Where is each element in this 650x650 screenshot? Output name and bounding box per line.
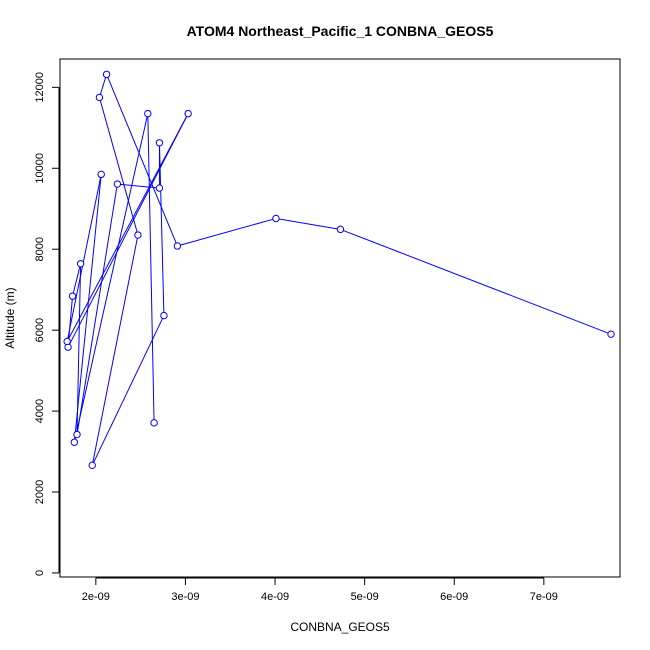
series-segment bbox=[99, 77, 107, 95]
series-segment bbox=[67, 177, 102, 339]
data-point bbox=[184, 109, 192, 118]
series-segment bbox=[72, 266, 81, 294]
data-point bbox=[63, 337, 71, 346]
data-point bbox=[97, 170, 105, 179]
series-segment bbox=[74, 116, 148, 440]
data-point bbox=[155, 139, 164, 147]
series-segment bbox=[69, 116, 188, 345]
x-tick-label: 6e-09 bbox=[440, 591, 468, 603]
x-tick-label: 3e-09 bbox=[171, 591, 199, 603]
plot-frame bbox=[59, 58, 621, 578]
chart-title: ATOM4 Northeast_Pacific_1 CONBNA_GEOS5 bbox=[187, 23, 494, 39]
data-point bbox=[73, 430, 81, 439]
y-tick-label: 0 bbox=[34, 570, 46, 576]
series-layer bbox=[63, 70, 615, 470]
data-point bbox=[160, 311, 168, 320]
data-point bbox=[70, 438, 79, 446]
y-tick-label: 12000 bbox=[34, 72, 46, 103]
x-tick-label: 2e-09 bbox=[82, 591, 110, 603]
series-segment bbox=[68, 116, 188, 339]
data-point bbox=[155, 184, 164, 192]
y-tick-label: 6000 bbox=[34, 318, 46, 342]
x-tick-label: 5e-09 bbox=[351, 591, 379, 603]
series-segment bbox=[279, 218, 338, 230]
series-segment bbox=[159, 145, 165, 313]
data-point bbox=[88, 461, 96, 470]
data-point bbox=[272, 214, 280, 223]
y-tick-label: 2000 bbox=[34, 480, 46, 504]
series-segment bbox=[343, 230, 609, 334]
data-point bbox=[95, 93, 104, 102]
data-point bbox=[134, 231, 142, 239]
series-segment bbox=[147, 116, 155, 420]
x-axis: 2e-09 3e-09 4e-09 5e-09 6e-09 7e-09 bbox=[82, 577, 558, 603]
data-point bbox=[113, 180, 122, 188]
x-axis-label: CONBNA_GEOS5 bbox=[290, 620, 390, 634]
y-tick-label: 4000 bbox=[34, 399, 46, 423]
series-segment bbox=[180, 218, 273, 246]
series-segment bbox=[99, 100, 138, 233]
x-tick-label: 7e-09 bbox=[530, 591, 558, 603]
data-point bbox=[102, 70, 111, 79]
series-segment bbox=[77, 187, 118, 432]
series-segment bbox=[67, 299, 73, 344]
y-tick-label: 10000 bbox=[34, 153, 46, 184]
data-point bbox=[607, 330, 615, 338]
data-point bbox=[76, 260, 85, 268]
series-segment bbox=[92, 238, 138, 463]
data-point bbox=[144, 109, 152, 118]
series-segment bbox=[74, 177, 102, 440]
y-axis-label: Altitude (m) bbox=[3, 287, 17, 348]
series-segment bbox=[107, 77, 177, 244]
series-segment bbox=[76, 266, 82, 432]
data-point bbox=[173, 242, 182, 250]
y-axis: 0 2000 4000 6000 8000 10000 12000 bbox=[34, 72, 60, 576]
series-segment bbox=[93, 318, 164, 463]
data-point bbox=[336, 225, 345, 234]
data-point bbox=[150, 419, 158, 427]
data-point bbox=[68, 292, 77, 300]
x-tick-label: 4e-09 bbox=[261, 591, 289, 603]
y-tick-label: 8000 bbox=[34, 237, 46, 261]
